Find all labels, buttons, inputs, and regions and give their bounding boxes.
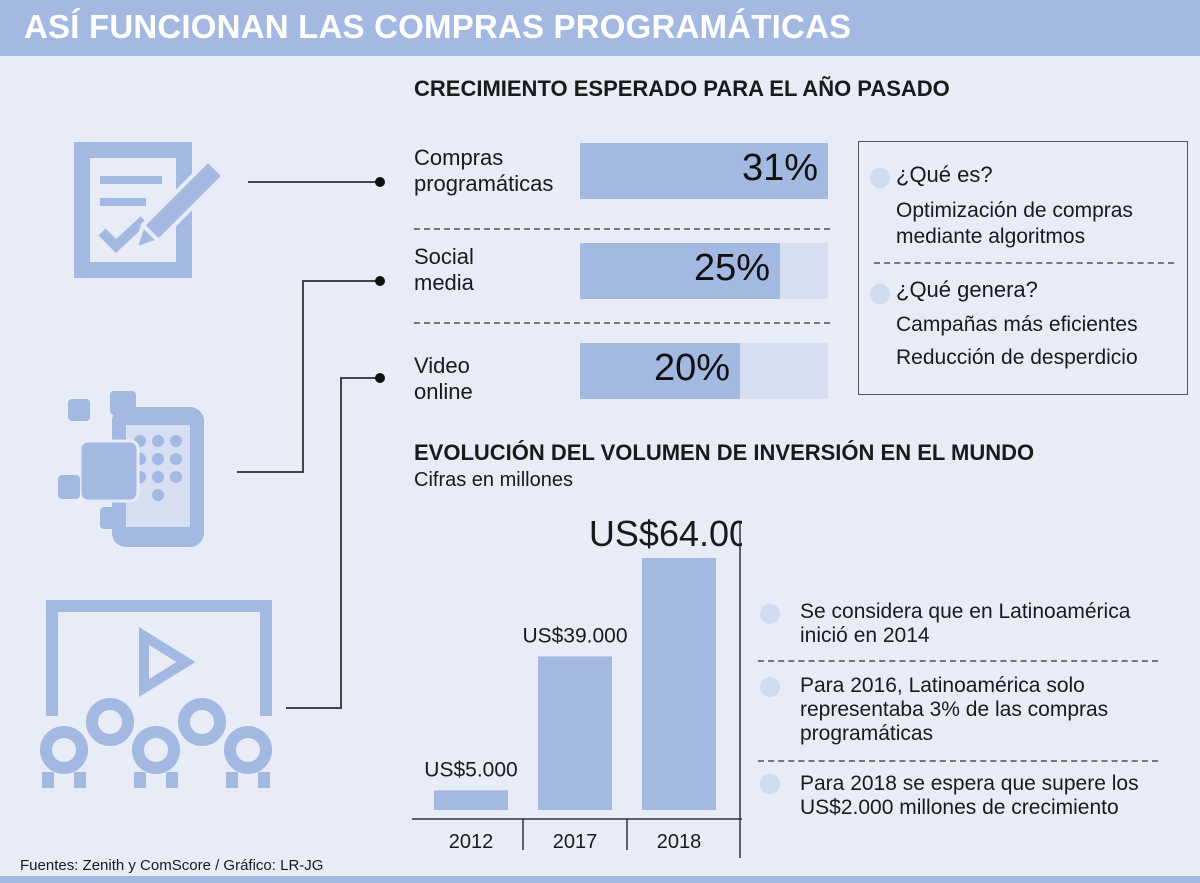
connector-line — [286, 707, 342, 709]
growth-label-video: Video online — [414, 353, 473, 404]
growth-label-social: Social media — [414, 244, 474, 295]
bullet-icon — [760, 677, 780, 697]
growth-bar-track: 25% — [580, 243, 828, 299]
divider — [414, 322, 830, 324]
investment-title: EVOLUCIÓN DEL VOLUMEN DE INVERSIÓN EN EL… — [414, 440, 1035, 465]
bar-value-label: US$64.000 — [589, 513, 742, 554]
investment-chart: 2012 US$5.000 2017 US$39.000 2018 US$64.000 — [412, 513, 742, 858]
info-answer: Optimización de compras mediante algorit… — [896, 199, 1133, 248]
note-item: Se considera que en Latinoamérica inició… — [800, 600, 1131, 647]
bar-2018 — [642, 558, 716, 810]
info-question: ¿Qué es? — [896, 162, 993, 187]
info-answer: Reducción de desperdicio — [896, 346, 1138, 369]
page-title: ASÍ FUNCIONAN LAS COMPRAS PROGRAMÁTICAS — [24, 8, 852, 45]
bullet-icon — [760, 604, 780, 624]
document-pencil-icon — [74, 142, 227, 278]
growth-bar-value: 25% — [693, 247, 770, 289]
note-item: Para 2016, Latinoamérica solo representa… — [800, 674, 1109, 745]
header-banner — [0, 0, 1200, 56]
connector-line — [302, 280, 380, 282]
video-audience-icon — [40, 600, 272, 788]
bar-2012 — [434, 790, 508, 810]
connector-line — [248, 181, 380, 183]
growth-bar-value: 20% — [653, 347, 730, 389]
bullet-icon — [870, 284, 890, 304]
info-question: ¿Qué genera? — [896, 277, 1038, 302]
source-footer: Fuentes: Zenith y ComScore / Gráfico: LR… — [20, 857, 324, 874]
growth-label-compras: Compras programáticas — [414, 145, 554, 196]
hand-phone-icon — [58, 391, 204, 547]
bottom-strip — [0, 876, 1200, 883]
bullet-icon — [760, 774, 780, 794]
connector-dot — [375, 177, 385, 187]
info-answer: Campañas más eficientes — [896, 313, 1138, 336]
x-tick-label: 2018 — [657, 831, 702, 853]
x-tick-label: 2012 — [449, 831, 494, 853]
bar-2017 — [538, 656, 612, 810]
connector-line — [237, 471, 303, 473]
connector-dot — [375, 276, 385, 286]
info-box — [858, 141, 1188, 395]
connector-dot — [375, 373, 385, 383]
connector-line — [340, 377, 380, 379]
connector-line — [340, 377, 342, 709]
growth-bar-compras: 31% — [580, 143, 828, 199]
growth-bar-value: 31% — [741, 147, 818, 189]
divider — [414, 228, 830, 230]
divider — [874, 262, 1174, 264]
investment-subtitle: Cifras en millones — [414, 469, 573, 491]
connector-line — [302, 280, 304, 473]
bar-value-label: US$5.000 — [424, 758, 517, 781]
growth-bar-social: 25% — [580, 243, 780, 299]
bar-value-label: US$39.000 — [522, 624, 627, 647]
growth-title: CRECIMIENTO ESPERADO PARA EL AÑO PASADO — [414, 76, 950, 101]
growth-bar-track: 20% — [580, 343, 828, 399]
growth-bar-track: 31% — [580, 143, 828, 199]
divider — [758, 760, 1158, 762]
bullet-icon — [870, 168, 890, 188]
x-tick-label: 2017 — [553, 831, 598, 853]
note-item: Para 2018 se espera que supere los US$2.… — [800, 772, 1139, 819]
growth-bar-video: 20% — [580, 343, 740, 399]
divider — [758, 660, 1158, 662]
